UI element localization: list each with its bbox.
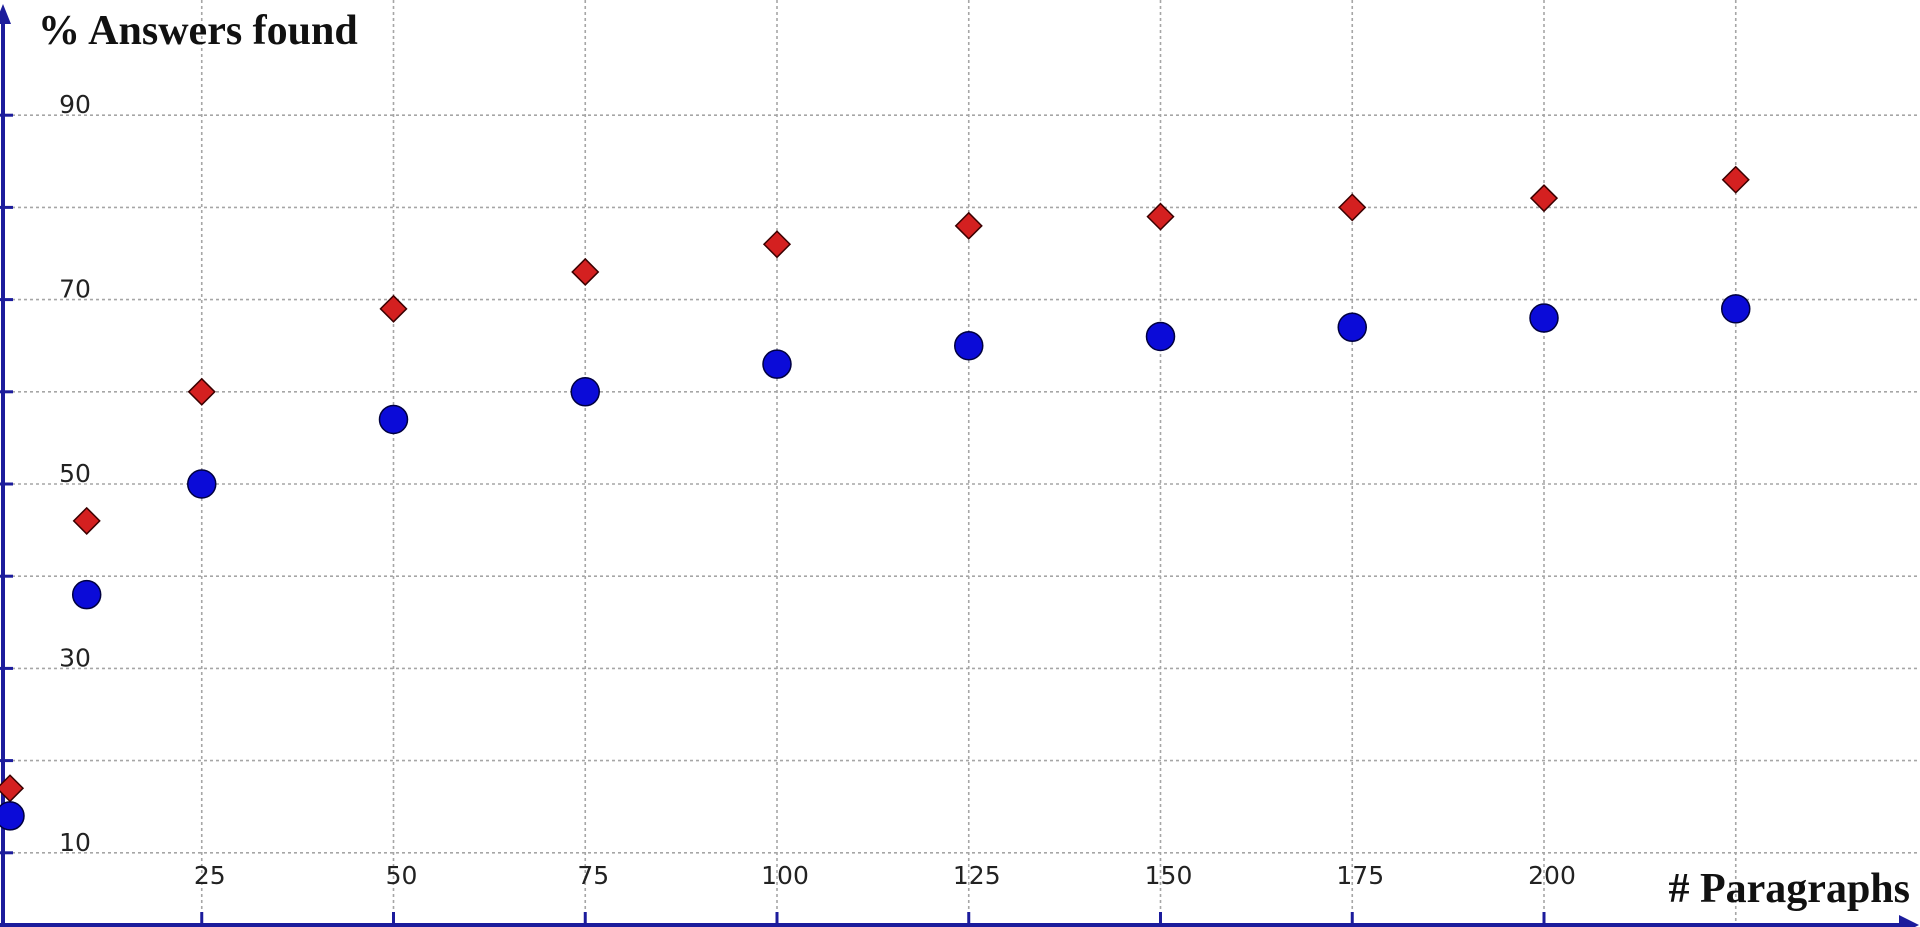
tick-labels: 25 50 75 100 125 150 175 200 10 30 50 70 90 (59, 90, 1576, 890)
data-point-circle (1145, 321, 1176, 352)
x-tick-label: 50 (386, 861, 418, 890)
x-tick-label: 25 (194, 861, 226, 890)
x-tick-label: 175 (1336, 861, 1384, 890)
data-point-diamond (571, 257, 600, 287)
x-tick-label: 100 (761, 861, 809, 890)
axes (0, 4, 1919, 927)
x-tick-label: 200 (1528, 861, 1576, 890)
x-axis-title: # Paragraphs (1669, 866, 1911, 912)
data-point-diamond (1529, 184, 1559, 213)
data-point-circle (1721, 294, 1751, 324)
x-tick-label: 150 (1145, 861, 1193, 890)
x-tick-label: 75 (577, 861, 609, 890)
data-point-diamond (72, 506, 101, 535)
data-point-diamond (187, 377, 216, 406)
y-tick-label: 90 (59, 90, 91, 119)
data-point-diamond (1721, 165, 1750, 194)
y-tick-label: 70 (59, 275, 91, 304)
data-point-circle (954, 330, 984, 361)
data-point-diamond (1146, 202, 1175, 231)
y-tick-label: 30 (59, 643, 91, 672)
y-axis-title: % Answers found (38, 8, 358, 54)
data-point-diamond (379, 294, 408, 323)
x-tick-label: 125 (953, 861, 1001, 890)
data-points (0, 165, 1751, 831)
data-point-diamond (1338, 193, 1367, 222)
data-point-diamond (954, 211, 983, 240)
data-point-circle (1337, 312, 1367, 343)
data-point-circle (0, 801, 25, 831)
data-point-circle (1529, 303, 1559, 333)
y-tick-label: 10 (59, 828, 91, 857)
y-tick-label: 50 (59, 459, 91, 488)
data-point-circle (378, 404, 409, 435)
data-point-circle (71, 579, 102, 610)
data-point-circle (570, 377, 600, 407)
x-axis-arrow-icon (1899, 915, 1919, 927)
y-axis-arrow-icon (0, 4, 11, 24)
tick-marks (0, 113, 1546, 927)
data-point-circle (187, 469, 217, 499)
data-point-circle (762, 349, 792, 379)
data-point-diamond (762, 230, 792, 259)
